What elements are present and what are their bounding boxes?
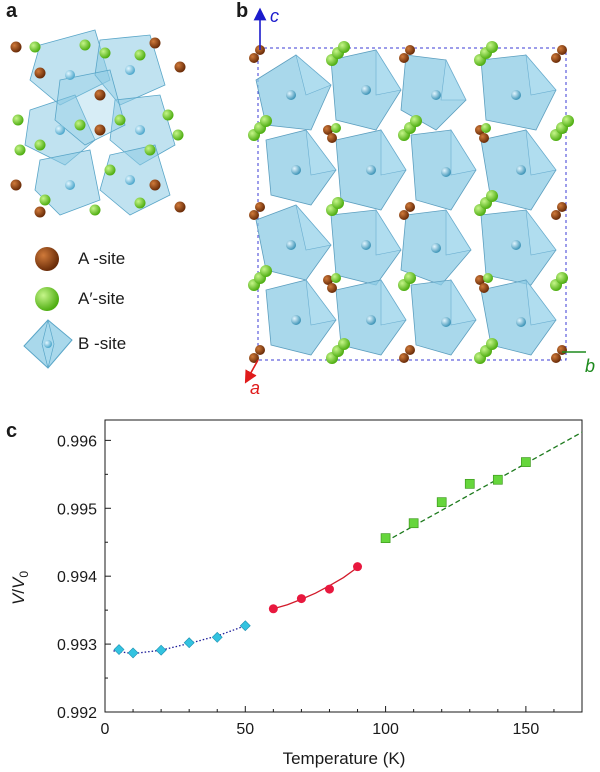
panel-label-c: c bbox=[6, 420, 18, 442]
axis-a-label: a bbox=[250, 378, 261, 398]
axis-c-label: c bbox=[270, 6, 279, 26]
panel-a-structure bbox=[10, 29, 186, 218]
series-2-point bbox=[436, 497, 447, 508]
x-axis-label: Temperature (K) bbox=[283, 749, 406, 768]
y-tick-label: 0.996 bbox=[57, 433, 97, 450]
series-1-point bbox=[268, 604, 278, 614]
series-0-point bbox=[239, 620, 251, 632]
a-prime-site-atoms-grid bbox=[248, 41, 574, 364]
y-tick-label: 0.993 bbox=[57, 637, 97, 654]
series-0-point bbox=[211, 631, 223, 643]
b-site-atoms bbox=[55, 65, 145, 190]
x-tick-label: 150 bbox=[513, 721, 540, 738]
legend-a-prime-site-label: A′-site bbox=[78, 289, 125, 308]
b-site-atoms-grid bbox=[286, 85, 526, 327]
volume-temperature-chart: 0 50 100 150 0.992 0.993 0.994 0.995 0.996 Tempe… bbox=[9, 419, 583, 768]
axis-a-arrow bbox=[244, 359, 259, 384]
axis-b-label: b bbox=[585, 356, 596, 376]
y-tick-label: 0.994 bbox=[57, 569, 97, 586]
series-1-point bbox=[296, 594, 306, 604]
a-site-atoms bbox=[10, 37, 186, 218]
y-axis-label: V/V0 bbox=[9, 571, 31, 605]
series-2-point bbox=[380, 533, 391, 544]
series-1-point bbox=[324, 584, 334, 594]
legend-a-prime-site-icon bbox=[35, 287, 59, 311]
y-tick-label: 0.992 bbox=[57, 705, 97, 722]
legend-a-site-icon bbox=[35, 247, 59, 271]
plot-frame bbox=[104, 419, 583, 713]
series-2-point bbox=[492, 474, 503, 485]
series-2-fit-line bbox=[385, 431, 583, 543]
y-tick-label: 0.995 bbox=[57, 501, 97, 518]
series-1-fit-line bbox=[273, 566, 358, 610]
legend-a-site-label: A -site bbox=[78, 249, 126, 268]
series-2-point bbox=[521, 457, 531, 467]
series-0-point bbox=[155, 644, 167, 656]
octahedra-shading bbox=[295, 48, 557, 326]
panel-b-structure bbox=[244, 7, 586, 384]
legend-b-site-icon bbox=[23, 319, 73, 369]
x-tick-label: 0 bbox=[101, 721, 110, 738]
series-2-point bbox=[408, 518, 419, 529]
legend-b-site-label: B -site bbox=[78, 334, 127, 353]
series-0-point bbox=[183, 637, 195, 649]
series-0-point bbox=[113, 644, 125, 655]
panel-label-b: b bbox=[236, 0, 249, 22]
x-tick-label: 50 bbox=[236, 721, 254, 738]
octahedra-grid bbox=[255, 49, 557, 356]
x-tick-label: 100 bbox=[372, 721, 399, 738]
series-1-point bbox=[353, 562, 363, 572]
panel-label-a: a bbox=[6, 0, 18, 22]
series-2-point bbox=[464, 478, 475, 489]
series-0-point bbox=[127, 647, 139, 659]
a-prime-site-atoms bbox=[12, 39, 184, 216]
